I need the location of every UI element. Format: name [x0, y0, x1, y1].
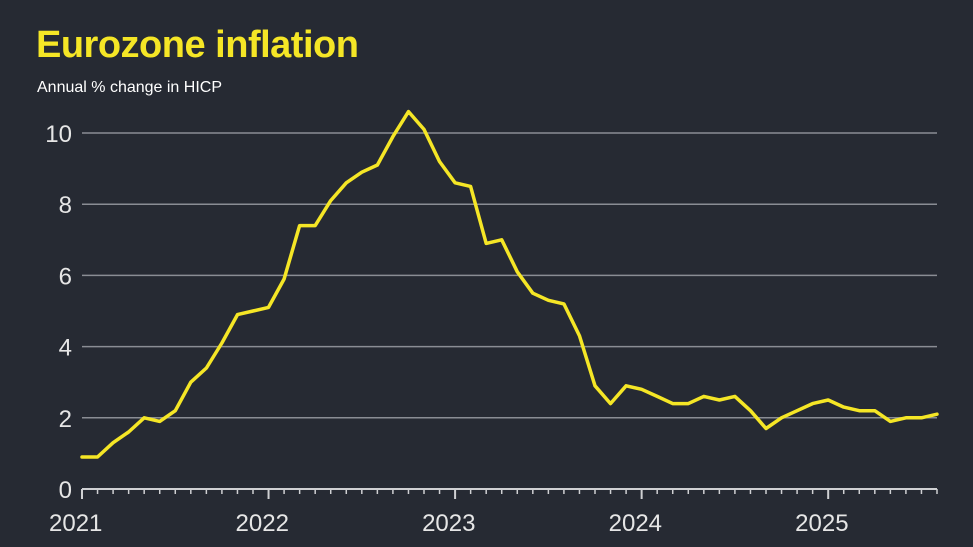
y-tick-label-10: 10: [45, 121, 72, 148]
y-tick-label-6: 6: [59, 263, 72, 290]
x-axis: 2021 2022 2023 2024 2025: [49, 488, 938, 537]
x-tick-label-2021: 2021: [49, 510, 102, 537]
y-axis-ticks: 0 2 4 6 8 10: [45, 121, 72, 504]
x-tick-label-2024: 2024: [609, 510, 662, 537]
x-tick-label-2022: 2022: [236, 510, 289, 537]
series-layer: [80, 109, 939, 459]
chart-title: Eurozone inflation: [36, 24, 359, 66]
y-tick-label-8: 8: [59, 192, 72, 219]
chart-subtitle: Annual % change in HICP: [37, 79, 222, 96]
series-line-0: [80, 109, 939, 459]
x-tick-label-2023: 2023: [422, 510, 475, 537]
y-tick-label-4: 4: [59, 335, 72, 362]
y-tick-label-0: 0: [59, 477, 72, 504]
gridlines: [82, 132, 937, 419]
y-tick-label-2: 2: [59, 406, 72, 433]
x-tick-label-2025: 2025: [795, 510, 848, 537]
